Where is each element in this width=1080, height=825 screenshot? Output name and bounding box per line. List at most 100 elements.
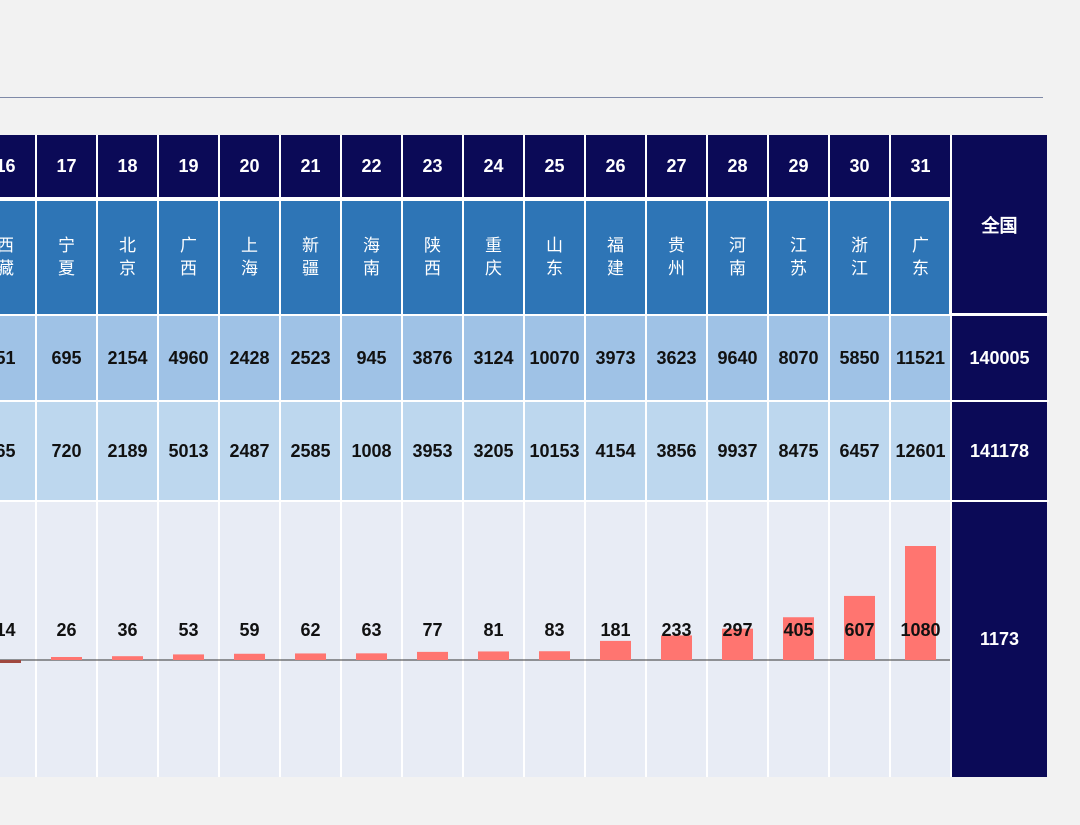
bar-value-label: 62 [300, 620, 320, 640]
value-2020-cell: 2487 [219, 401, 280, 501]
province-char: 浙 [851, 235, 868, 255]
chart-column-cell [402, 501, 463, 777]
rank-header-cell: 21 [280, 135, 341, 198]
value-2019: 11521 [895, 347, 946, 368]
province-char: 江 [790, 235, 807, 255]
value-2020-cell: 2585 [280, 401, 341, 501]
value-2020-cell: 1008 [341, 401, 402, 501]
column-separator [35, 135, 37, 777]
column-separator [401, 135, 403, 777]
bar-value-label: 63 [361, 620, 381, 640]
bar [0, 660, 21, 663]
bar-value-label: 297 [722, 620, 752, 640]
value-2019: 10070 [529, 347, 580, 368]
column-separator [279, 135, 281, 777]
column-separator [340, 135, 342, 777]
column-separator [96, 135, 98, 777]
value-2019-cell: 11521 [890, 315, 951, 401]
province-char: 建 [607, 258, 624, 278]
rank-header-cell: 16 [0, 135, 36, 198]
value-2019-cell: 3124 [463, 315, 524, 401]
value-2019-cell: 695 [36, 315, 97, 401]
column-separator [157, 135, 159, 777]
bar [234, 653, 265, 660]
column-separator [950, 135, 952, 777]
rank-header-cell: 26 [585, 135, 646, 198]
column-separator [889, 135, 891, 777]
top-divider-line [0, 97, 1043, 98]
province-name-cell: 上海 [219, 198, 280, 315]
bar-value-label: 53 [178, 620, 198, 640]
province-char: 福 [607, 235, 624, 255]
value-2020-cell: 2189 [97, 401, 158, 501]
bar-value-label: 26 [56, 620, 76, 640]
rank-header-cell: 25 [524, 135, 585, 198]
value-2020: 3856 [656, 440, 697, 461]
value-2019: 3124 [473, 347, 514, 368]
total-2020-cell: 141178 [952, 401, 1047, 501]
bar-value-label: 59 [239, 620, 259, 640]
column-separator [462, 135, 464, 777]
value-2020-cell: 4154 [585, 401, 646, 501]
bar [173, 654, 204, 660]
column-separator [767, 135, 769, 777]
province-char: 西 [424, 258, 441, 278]
province-char: 南 [363, 258, 380, 278]
row-separator [0, 400, 952, 402]
row-separator [0, 500, 952, 502]
bar [51, 657, 82, 660]
value-2020: 12601 [895, 440, 946, 461]
value-2020: 1008 [351, 440, 392, 461]
value-2020: 10153 [529, 440, 580, 461]
province-name-cell: 重庆 [463, 198, 524, 315]
rank-number: 31 [910, 156, 931, 176]
province-char: 南 [729, 258, 746, 278]
rank-header-cell: 20 [219, 135, 280, 198]
province-name-cell: 河南 [707, 198, 768, 315]
province-name-cell: 福建 [585, 198, 646, 315]
value-2020-cell: 10153 [524, 401, 585, 501]
chart-column-cell [524, 501, 585, 777]
value-2019: 9640 [717, 347, 758, 368]
bar-value-label: 1080 [900, 620, 940, 640]
value-2019-cell: 8070 [768, 315, 829, 401]
chart-column-cell [36, 501, 97, 777]
chart-column-cell [585, 501, 646, 777]
province-char: 上 [241, 235, 258, 255]
rank-number: 29 [788, 156, 809, 176]
value-2019: 2154 [107, 347, 148, 368]
province-name-cell: 江苏 [768, 198, 829, 315]
value-2020: 2487 [229, 440, 270, 461]
province-name-cell: 广西 [158, 198, 219, 315]
bar [722, 628, 753, 660]
value-2019: 3973 [595, 347, 636, 368]
province-char: 陕 [424, 235, 441, 255]
bar [417, 651, 448, 660]
value-2020-cell: 65 [0, 401, 36, 501]
province-char: 苏 [790, 258, 807, 278]
rank-number: 20 [239, 156, 260, 176]
province-char: 广 [180, 235, 197, 255]
row-separator [0, 314, 952, 316]
bar [661, 635, 692, 660]
province-name-cell: 宁夏 [36, 198, 97, 315]
province-char: 江 [851, 258, 868, 278]
chart-column-cell [158, 501, 219, 777]
rank-number: 30 [849, 156, 870, 176]
rank-header-cell: 29 [768, 135, 829, 198]
province-char: 贵 [668, 235, 685, 255]
rank-header-cell: 30 [829, 135, 890, 198]
value-2019-cell: 9640 [707, 315, 768, 401]
value-2019-cell: 3973 [585, 315, 646, 401]
rank-header-cell: 28 [707, 135, 768, 198]
province-char: 新 [302, 235, 319, 255]
value-2020: 5013 [168, 440, 209, 461]
column-separator [645, 135, 647, 777]
column-separator [523, 135, 525, 777]
bar [112, 656, 143, 660]
province-char: 北 [119, 235, 136, 255]
value-2020-cell: 3205 [463, 401, 524, 501]
value-2020-cell: 3953 [402, 401, 463, 501]
chart-column-cell [463, 501, 524, 777]
value-2020-cell: 8475 [768, 401, 829, 501]
